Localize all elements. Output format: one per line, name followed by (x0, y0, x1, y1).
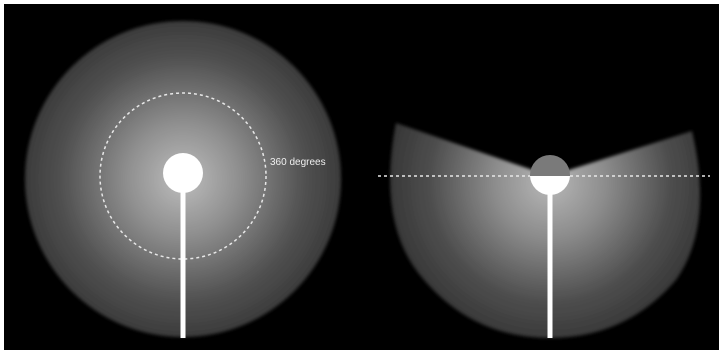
lamp-post (180, 186, 186, 338)
dashed-360-circle (99, 92, 267, 260)
light-distribution-diagram: 360 degrees (25, 21, 710, 338)
bulb-lower-half-lit (530, 176, 570, 195)
lamp-post (547, 180, 553, 338)
light-glow-partial (390, 123, 701, 338)
bulb-omnidirectional (163, 153, 203, 193)
directional-light-diagram (378, 123, 710, 338)
label-360-degrees: 360 degrees (270, 157, 326, 168)
omnidirectional-light-diagram: 360 degrees (25, 21, 341, 338)
bulb-upper-half-shaded (530, 155, 570, 176)
diagram-panel: 360 degrees (4, 4, 719, 350)
